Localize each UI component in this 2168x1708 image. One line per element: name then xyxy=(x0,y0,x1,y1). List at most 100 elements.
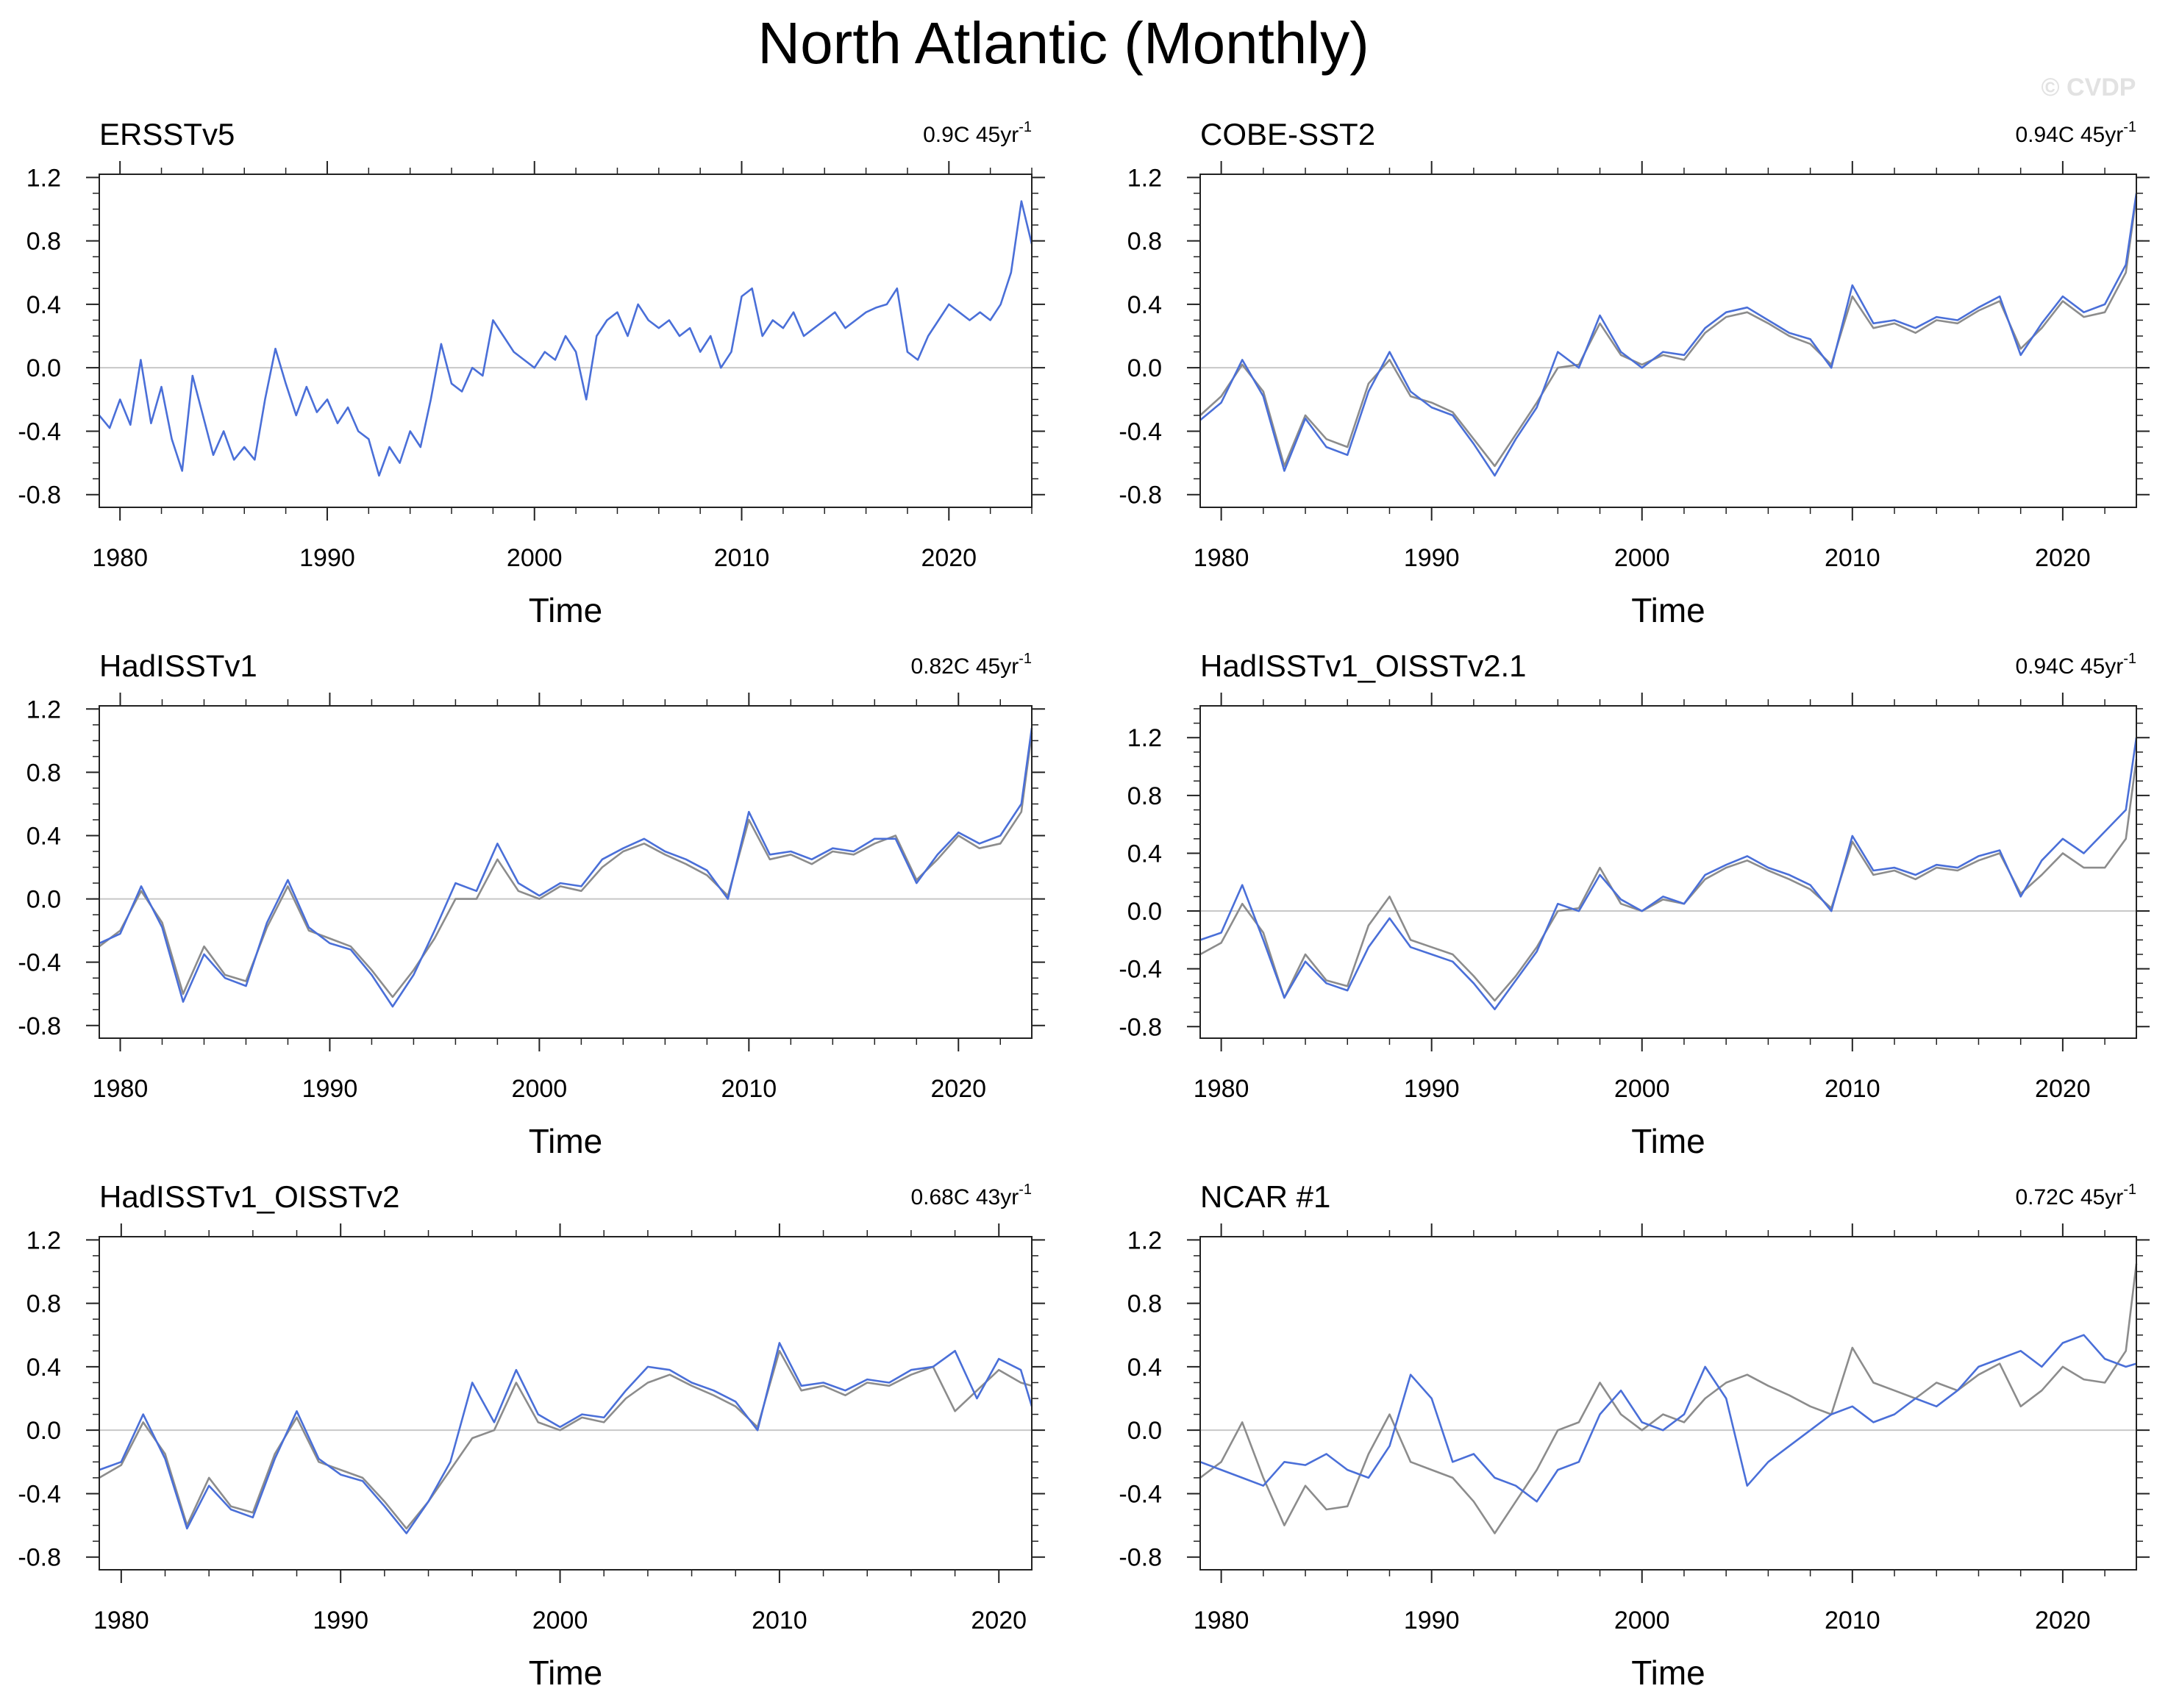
x-axis-label: Time xyxy=(1631,1654,1705,1692)
y-tick-label: -0.8 xyxy=(1119,1013,1162,1041)
y-tick-label: 1.2 xyxy=(1127,1226,1162,1254)
panel-title: ERSSTv5 xyxy=(99,117,235,151)
y-tick-label: -0.8 xyxy=(18,482,61,510)
x-tick-label: 2000 xyxy=(1614,1075,1670,1103)
x-tick-label: 2000 xyxy=(507,544,563,572)
y-tick-label: 0.0 xyxy=(1127,354,1162,382)
y-tick-label: -0.8 xyxy=(18,1544,61,1572)
y-tick-label: 0.8 xyxy=(1127,782,1162,810)
series-line-reference xyxy=(99,732,1033,998)
plot-frame xyxy=(1199,1236,2137,1571)
y-tick-label: 0.8 xyxy=(26,1290,61,1318)
y-tick-label: 0.4 xyxy=(26,1354,61,1382)
figure-title: North Atlantic (Monthly) xyxy=(757,10,1369,76)
y-tick-label: 0.8 xyxy=(26,759,61,787)
series-line-observed xyxy=(1199,1334,2137,1503)
trend-label: 0.94C 45yr-1 xyxy=(2015,651,2136,679)
x-tick-label: 2000 xyxy=(512,1075,568,1103)
panel-title: NCAR #1 xyxy=(1200,1179,1330,1214)
series-line-observed xyxy=(1199,193,2138,477)
chart-panel-6: -0.8 -0.4 0.0 0.4 0.8 1.2 1980 1990 2000 2010 2020… xyxy=(1119,1179,2150,1692)
x-tick-label: 2020 xyxy=(971,1607,1027,1634)
y-tick-label: 1.2 xyxy=(1127,164,1162,192)
y-tick-label: 1.2 xyxy=(26,164,61,192)
y-tick-label: -0.4 xyxy=(1119,956,1162,984)
chart-panel-2: -0.8 -0.4 0.0 0.4 0.8 1.2 1980 1990 2000 2010 2020… xyxy=(1119,117,2150,629)
plot-frame xyxy=(99,1236,1033,1571)
y-tick-label: 0.0 xyxy=(1127,898,1162,926)
plot-frame xyxy=(1199,174,2137,508)
series-line-observed xyxy=(99,1342,1033,1534)
y-tick-label: 0.8 xyxy=(26,228,61,256)
x-tick-label: 2020 xyxy=(930,1075,986,1103)
x-tick-label: 1990 xyxy=(1404,1075,1460,1103)
x-tick-label: 2000 xyxy=(1614,544,1670,572)
x-tick-label: 2020 xyxy=(921,544,977,572)
series-line-observed xyxy=(99,727,1033,1008)
y-tick-label: 0.4 xyxy=(1127,840,1162,868)
panel-title: HadISSTv1 xyxy=(99,648,257,683)
trend-label: 0.72C 45yr-1 xyxy=(2015,1182,2136,1209)
x-tick-label: 2010 xyxy=(721,1075,777,1103)
y-tick-label: 0.8 xyxy=(1127,1290,1162,1318)
y-tick-label: 0.0 xyxy=(26,1417,61,1445)
y-tick-label: -0.8 xyxy=(1119,482,1162,510)
panel-title: HadISSTv1_OISSTv2 xyxy=(99,1179,400,1214)
series-line-reference xyxy=(1199,759,2138,1002)
x-tick-label: 1980 xyxy=(92,544,148,572)
x-tick-label: 2020 xyxy=(2035,1075,2091,1103)
x-tick-label: 1980 xyxy=(93,1607,149,1634)
x-tick-label: 1990 xyxy=(1404,544,1460,572)
y-tick-label: 0.8 xyxy=(1127,228,1162,256)
series-line-reference xyxy=(99,1350,1033,1530)
x-tick-label: 1980 xyxy=(1194,544,1249,572)
x-tick-label: 1980 xyxy=(93,1075,149,1103)
watermark-text: © CVDP xyxy=(2042,74,2136,101)
x-tick-label: 2020 xyxy=(2035,1607,2091,1634)
trend-label: 0.82C 45yr-1 xyxy=(910,651,1032,679)
x-tick-label: 1980 xyxy=(1194,1607,1249,1634)
y-tick-label: 0.0 xyxy=(1127,1417,1162,1445)
x-tick-label: 2000 xyxy=(532,1607,588,1634)
y-tick-label: 0.4 xyxy=(1127,1354,1162,1382)
chart-panel-4: -0.8 -0.4 0.0 0.4 0.8 1.2 1980 1990 2000 2010 2020… xyxy=(1119,648,2150,1160)
x-tick-label: 1990 xyxy=(313,1607,368,1634)
x-tick-label: 2020 xyxy=(2035,544,2091,572)
x-axis-label: Time xyxy=(1631,1122,1705,1160)
x-tick-label: 2010 xyxy=(714,544,770,572)
y-tick-label: -0.8 xyxy=(18,1012,61,1040)
x-tick-label: 2000 xyxy=(1614,1607,1670,1634)
y-tick-label: 0.0 xyxy=(26,886,61,914)
series-line-reference xyxy=(1199,1263,2138,1534)
chart-panel-1: -0.8 -0.4 0.0 0.4 0.8 1.2 1980 1990 2000 2010 2020… xyxy=(18,117,1045,629)
x-tick-label: 1990 xyxy=(299,544,355,572)
series-line-observed xyxy=(98,200,1033,477)
y-tick-label: -0.4 xyxy=(1119,418,1162,446)
plot-frame xyxy=(99,705,1033,1039)
x-tick-label: 1990 xyxy=(302,1075,358,1103)
y-tick-label: -0.4 xyxy=(18,418,61,446)
y-tick-label: 0.4 xyxy=(26,822,61,850)
chart-panel-5: -0.8 -0.4 0.0 0.4 0.8 1.2 1980 1990 2000 2010 2020… xyxy=(18,1179,1045,1692)
y-tick-label: 1.2 xyxy=(26,1226,61,1254)
y-tick-label: 0.4 xyxy=(1127,291,1162,319)
y-tick-label: -0.4 xyxy=(1119,1480,1162,1508)
x-tick-label: 2010 xyxy=(752,1607,807,1634)
panel-title: HadISSTv1_OISSTv2.1 xyxy=(1200,648,1527,683)
x-axis-label: Time xyxy=(529,1654,603,1692)
trend-label: 0.68C 43yr-1 xyxy=(910,1182,1032,1209)
y-tick-label: 1.2 xyxy=(1127,724,1162,752)
panel-title: COBE-SST2 xyxy=(1200,117,1375,151)
y-tick-label: -0.4 xyxy=(18,949,61,977)
x-tick-label: 1980 xyxy=(1194,1075,1249,1103)
trend-label: 0.9C 45yr-1 xyxy=(923,119,1032,147)
plot-frame xyxy=(1199,705,2137,1039)
plot-frame xyxy=(99,174,1033,508)
series-line-reference xyxy=(1199,196,2138,468)
y-tick-label: -0.4 xyxy=(18,1480,61,1508)
y-tick-label: 0.0 xyxy=(26,354,61,382)
x-tick-label: 2010 xyxy=(1825,544,1880,572)
chart-panel-3: -0.8 -0.4 0.0 0.4 0.8 1.2 1980 1990 2000 2010 2020… xyxy=(18,648,1045,1160)
series-line-observed xyxy=(1199,737,2138,1010)
